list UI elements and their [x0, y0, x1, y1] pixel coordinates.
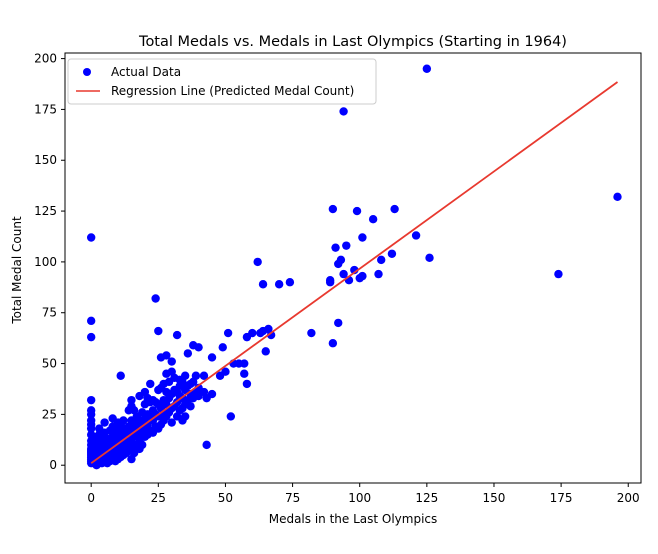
- x-tick-label: 75: [285, 491, 300, 505]
- data-point: [368, 215, 378, 224]
- data-point: [248, 328, 257, 338]
- plot-area: [64, 52, 642, 484]
- data-point: [253, 257, 262, 267]
- data-point: [261, 347, 270, 356]
- data-point: [336, 255, 346, 265]
- data-point: [554, 269, 563, 279]
- data-point: [374, 269, 383, 279]
- data-point: [331, 243, 340, 252]
- data-point: [116, 371, 125, 380]
- regression-line: [90, 81, 619, 464]
- data-point: [285, 278, 295, 287]
- data-point: [390, 204, 399, 214]
- x-tick-label: 150: [483, 491, 506, 505]
- legend-label-actual-data: Actual Data: [111, 65, 181, 79]
- x-tick-label: 125: [415, 491, 438, 505]
- y-axis-label: Total Medal Count: [10, 216, 24, 325]
- data-point: [167, 418, 176, 427]
- data-point: [221, 367, 230, 376]
- data-point: [240, 369, 249, 378]
- data-point: [377, 255, 386, 265]
- data-point: [167, 357, 176, 366]
- data-point: [226, 412, 236, 421]
- data-point: [100, 418, 109, 427]
- x-tick-label: 200: [617, 491, 640, 505]
- legend-marker-actual-data: [83, 68, 91, 76]
- data-point: [328, 339, 338, 348]
- data-point: [86, 406, 96, 415]
- x-tick-label: 0: [87, 491, 95, 505]
- data-point: [342, 241, 351, 250]
- data-point: [199, 371, 209, 380]
- data-point: [86, 416, 96, 425]
- data-point: [387, 249, 397, 258]
- x-axis-label: Medals in the Last Olympics: [269, 512, 438, 526]
- y-axis: 0 25 50 75 100 125 150 175 200: [34, 52, 65, 472]
- data-point: [339, 269, 348, 279]
- y-tick-label: 150: [34, 153, 57, 167]
- y-tick-label: 50: [42, 357, 57, 371]
- data-point: [146, 379, 155, 389]
- data-point: [86, 332, 96, 342]
- data-point: [240, 359, 249, 368]
- data-point: [119, 416, 128, 425]
- x-axis: 0 25 50 75 100 125 150 175 200: [87, 483, 640, 505]
- data-point: [86, 316, 96, 326]
- data-point: [325, 276, 335, 285]
- data-point: [266, 330, 276, 340]
- data-point: [183, 349, 193, 358]
- data-point: [358, 233, 367, 242]
- data-point: [86, 395, 96, 405]
- data-point: [138, 440, 147, 450]
- y-tick-label: 125: [34, 204, 57, 218]
- scatter-series: [86, 64, 622, 470]
- legend-label-regression-line: Regression Line (Predicted Medal Count): [111, 84, 354, 98]
- data-point: [207, 353, 217, 362]
- legend-box: [67, 58, 377, 105]
- data-point: [180, 412, 190, 421]
- axes-frame: [64, 52, 642, 484]
- data-point: [425, 253, 434, 263]
- data-point: [307, 328, 316, 338]
- y-tick-label: 0: [49, 458, 57, 472]
- x-tick-label: 175: [550, 491, 573, 505]
- data-point: [352, 206, 362, 216]
- data-point: [202, 440, 211, 450]
- chart-title: Total Medals vs. Medals in Last Olympics…: [138, 34, 567, 50]
- data-point: [186, 402, 195, 411]
- data-point: [613, 192, 622, 202]
- data-point: [223, 328, 233, 338]
- x-tick-label: 25: [151, 491, 166, 505]
- data-point: [151, 294, 160, 303]
- data-point: [194, 343, 203, 352]
- x-tick-label: 50: [218, 491, 233, 505]
- data-point: [358, 271, 367, 281]
- data-point: [207, 389, 217, 399]
- legend: Actual Data Regression Line (Predicted M…: [67, 58, 377, 105]
- data-point: [127, 395, 136, 405]
- data-point: [422, 64, 432, 73]
- y-tick-label: 175: [34, 102, 57, 116]
- data-point: [411, 231, 421, 240]
- data-point: [162, 351, 171, 360]
- y-tick-label: 100: [34, 255, 57, 269]
- data-point: [218, 343, 227, 352]
- data-point: [154, 326, 163, 336]
- data-point: [328, 204, 338, 214]
- data-point: [191, 371, 201, 380]
- data-point: [242, 379, 252, 389]
- data-point: [339, 107, 348, 116]
- data-point: [334, 318, 343, 328]
- data-point: [180, 371, 190, 380]
- x-tick-label: 100: [348, 491, 371, 505]
- data-point: [172, 330, 182, 340]
- data-point: [86, 233, 96, 242]
- data-point: [258, 280, 268, 289]
- y-tick-label: 200: [34, 52, 57, 66]
- y-tick-label: 75: [42, 306, 57, 320]
- data-point: [274, 280, 284, 289]
- y-tick-label: 25: [42, 407, 57, 421]
